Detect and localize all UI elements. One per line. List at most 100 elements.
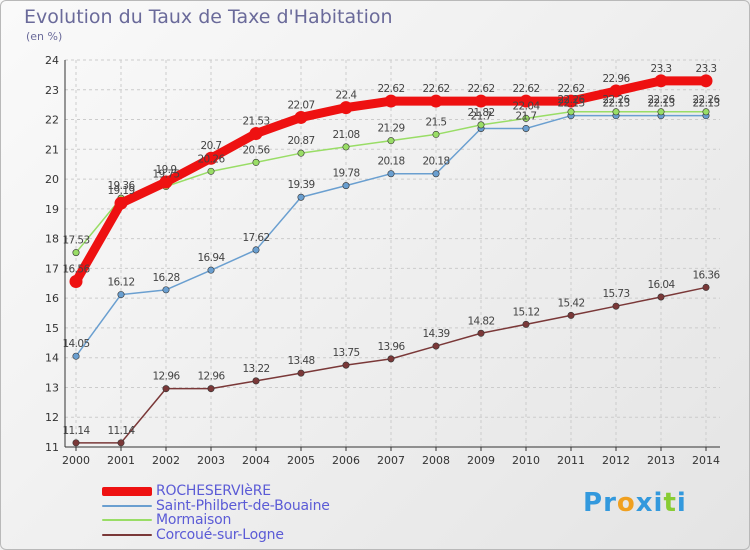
data-label-rocheserviere: 21.53 bbox=[242, 116, 269, 128]
data-label-saint_philbert: 21.7 bbox=[471, 110, 492, 122]
logo-letter: i bbox=[653, 488, 664, 518]
data-label-rocheserviere: 19.9 bbox=[156, 164, 177, 176]
data-label-corcoue: 15.42 bbox=[557, 297, 584, 309]
data-point-mormaison bbox=[702, 108, 710, 116]
data-label-corcoue: 13.96 bbox=[377, 341, 405, 353]
data-label-corcoue: 13.22 bbox=[242, 363, 269, 375]
data-point-saint_philbert bbox=[432, 170, 440, 178]
data-label-saint_philbert: 14.05 bbox=[62, 338, 89, 350]
data-label-rocheserviere: 23.3 bbox=[696, 63, 717, 75]
data-label-corcoue: 16.04 bbox=[647, 279, 675, 291]
data-point-corcoue bbox=[342, 361, 350, 369]
data-point-saint_philbert bbox=[522, 124, 530, 132]
data-point-saint_philbert bbox=[342, 182, 350, 190]
data-label-saint_philbert: 22.13 bbox=[692, 98, 719, 110]
data-label-corcoue: 16.36 bbox=[692, 269, 720, 281]
y-tick-label: 24 bbox=[45, 54, 59, 67]
data-point-rocheserviere bbox=[114, 196, 128, 210]
legend-label: ROCHESERVIèRE bbox=[156, 483, 271, 500]
data-point-corcoue bbox=[522, 320, 530, 328]
x-tick-label: 2012 bbox=[602, 454, 630, 467]
data-point-mormaison bbox=[567, 108, 575, 116]
data-point-saint_philbert bbox=[72, 352, 80, 360]
series-lines bbox=[69, 74, 713, 447]
data-label-mormaison: 20.87 bbox=[287, 135, 314, 147]
data-label-saint_philbert: 22.13 bbox=[647, 98, 674, 110]
y-tick-label: 19 bbox=[45, 203, 59, 216]
data-label-saint_philbert: 17.62 bbox=[242, 232, 269, 244]
data-label-mormaison: 17.53 bbox=[62, 235, 89, 247]
data-label-mormaison: 21.08 bbox=[332, 129, 359, 141]
data-label-corcoue: 15.12 bbox=[512, 306, 539, 318]
x-tick-label: 2004 bbox=[242, 454, 270, 467]
data-point-rocheserviere bbox=[294, 110, 308, 124]
logo-letter: P bbox=[583, 488, 604, 518]
x-tick-label: 2001 bbox=[107, 454, 135, 467]
data-label-mormaison: 21.29 bbox=[377, 123, 404, 135]
axes: 11 12 13 14 15 16 17 18 19 20 21 22 23 24 2000 2001 2002… bbox=[45, 54, 720, 467]
data-label-rocheserviere: 22.62 bbox=[377, 83, 404, 95]
logo-letter: i bbox=[676, 488, 687, 518]
data-point-corcoue bbox=[252, 377, 260, 385]
proxiti-logo: Proxiti bbox=[583, 488, 687, 518]
legend-label: Mormaison bbox=[156, 512, 232, 529]
data-point-mormaison bbox=[252, 158, 260, 166]
x-tick-label: 2011 bbox=[557, 454, 585, 467]
data-label-rocheserviere: 20.7 bbox=[201, 140, 222, 152]
data-label-rocheserviere: 22.62 bbox=[512, 83, 539, 95]
data-label-rocheserviere: 23.3 bbox=[651, 63, 672, 75]
chart-title: Evolution du Taux de Taxe d'Habitation bbox=[24, 6, 393, 28]
data-point-corcoue bbox=[567, 311, 575, 319]
data-label-saint_philbert: 16.28 bbox=[152, 272, 179, 284]
data-label-saint_philbert: 16.94 bbox=[197, 252, 225, 264]
data-point-corcoue bbox=[432, 342, 440, 350]
data-label-saint_philbert: 21.7 bbox=[516, 110, 537, 122]
y-tick-label: 15 bbox=[45, 322, 59, 335]
x-tick-label: 2002 bbox=[152, 454, 180, 467]
data-label-rocheserviere: 22.62 bbox=[467, 83, 494, 95]
data-point-corcoue bbox=[297, 369, 305, 377]
data-label-mormaison: 22.04 bbox=[512, 100, 540, 112]
data-label-mormaison: 21.82 bbox=[467, 107, 494, 119]
data-label-rocheserviere: 19.19 bbox=[107, 185, 134, 197]
legend: ROCHESERVIèRE Saint-Philbert-de-Bouaine Mo… bbox=[102, 483, 330, 543]
data-point-mormaison bbox=[522, 114, 530, 122]
data-point-rocheserviere bbox=[204, 151, 218, 165]
data-label-rocheserviere: 22.07 bbox=[287, 99, 314, 111]
y-tick-label: 21 bbox=[45, 143, 59, 156]
data-label-saint_philbert: 19.78 bbox=[332, 168, 359, 180]
x-tick-label: 2005 bbox=[287, 454, 315, 467]
data-point-mormaison bbox=[657, 108, 665, 116]
data-point-rocheserviere bbox=[249, 127, 263, 141]
legend-swatch bbox=[102, 519, 152, 522]
data-point-saint_philbert bbox=[297, 193, 305, 201]
data-point-mormaison bbox=[207, 167, 215, 175]
data-label-mormaison: 22.26 bbox=[557, 94, 585, 106]
data-label-corcoue: 14.39 bbox=[422, 328, 449, 340]
y-tick-label: 23 bbox=[45, 84, 59, 97]
data-label-saint_philbert: 16.12 bbox=[107, 277, 134, 289]
y-tick-label: 20 bbox=[45, 173, 59, 186]
data-label-corcoue: 11.14 bbox=[62, 425, 90, 437]
legend-item-mormaison: Mormaison bbox=[102, 512, 330, 529]
data-label-mormaison: 20.56 bbox=[242, 144, 270, 156]
unit-label: (en %) bbox=[26, 30, 63, 43]
grid bbox=[65, 59, 720, 448]
data-point-rocheserviere bbox=[699, 74, 713, 88]
legend-item-rocheserviere: ROCHESERVIèRE bbox=[102, 483, 330, 500]
data-label-rocheserviere: 16.56 bbox=[62, 263, 90, 275]
data-point-rocheserviere bbox=[564, 94, 578, 108]
y-tick-label: 11 bbox=[45, 441, 59, 454]
data-point-mormaison bbox=[432, 130, 440, 138]
x-tick-label: 2008 bbox=[422, 454, 450, 467]
x-tick-label: 2010 bbox=[512, 454, 540, 467]
data-point-saint_philbert bbox=[117, 291, 125, 299]
data-label-mormaison: 20.26 bbox=[197, 153, 225, 165]
legend-swatch bbox=[102, 533, 152, 536]
data-label-saint_philbert: 20.18 bbox=[377, 156, 404, 168]
data-label-mormaison: 22.26 bbox=[602, 94, 630, 106]
data-point-mormaison bbox=[387, 137, 395, 145]
data-point-saint_philbert bbox=[387, 170, 395, 178]
data-point-mormaison bbox=[297, 149, 305, 157]
